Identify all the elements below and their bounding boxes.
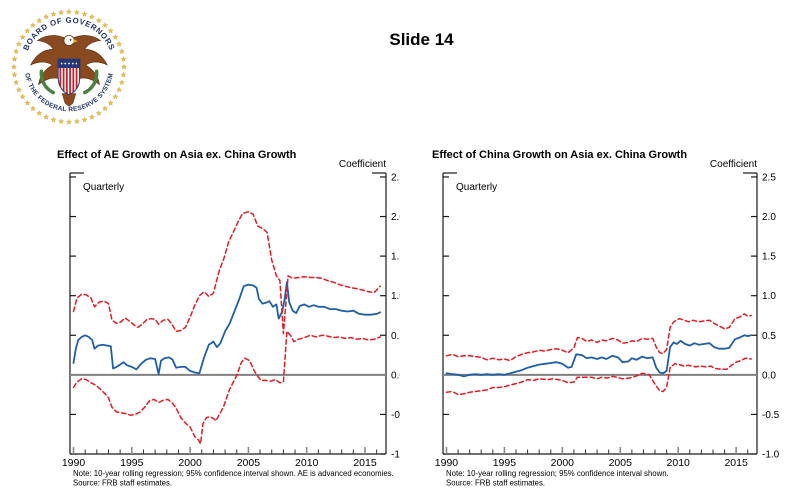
seal-star-icon [43,13,50,20]
note-text: Note: 10-year rolling regression; 95% co… [73,469,394,478]
seal-star-icon [11,63,17,70]
note-text: Note: 10-year rolling regression; 95% co… [446,469,669,478]
seal-star-icon [13,48,20,54]
seal-star-icon [66,118,72,125]
x-tick-label: 2015 [353,457,377,469]
seal-star-icon [118,48,125,54]
y-tick-label: 0.0 [762,370,776,381]
y-tick-label: 1.5 [391,252,400,263]
frequency-label: Quarterly [456,182,497,193]
seal-star-icon [24,27,31,34]
seal-star-icon [43,114,50,120]
x-tick-label: 1995 [120,457,144,469]
y-tick-label: 0.0 [391,370,400,381]
chart-china-growth-effect: Effect of China Growth on Asia ex. China… [432,149,780,488]
seal-star-icon [107,99,114,106]
y-axis-unit-label: Coefficient [339,159,386,170]
seal-star-icon [15,41,22,47]
series-ci-upper-line [72,211,381,335]
y-axis-unit-label: Coefficient [710,159,757,170]
x-tick-label: 2010 [295,457,319,469]
x-tick-label: 1995 [493,457,517,469]
slide-title: Slide 14 [389,30,454,49]
y-tick-label: -1.0 [762,450,780,461]
x-tick-label: 2000 [178,457,202,469]
source-text: Source: FRB staff estimates. [73,479,172,488]
series-ci-lower-line [72,330,381,445]
seal-star-icon [81,11,88,17]
seal-star-icon [30,105,36,112]
y-tick-label: -0.5 [391,410,400,421]
x-tick-label: 1990 [435,457,459,469]
seal-shield [57,58,81,96]
series-ci-upper-line [445,313,752,362]
series-coefficient-line [445,334,753,378]
chart-title: Effect of AE Growth on Asia ex. China Gr… [57,149,297,161]
y-tick-label: 2.5 [762,172,776,183]
federal-reserve-seal: BOARD OF GOVERNORS OF THE FEDERAL RESERV… [11,8,127,125]
seal-star-icon [112,93,119,100]
seal-star-icon [95,110,102,116]
y-tick-label: 1.0 [391,291,400,302]
seal-star-icon [15,86,22,93]
seal-star-icon [30,22,36,28]
seal-star-icon [50,116,57,123]
seal-star-icon [13,79,20,86]
series-coefficient-line [72,281,382,376]
x-tick-label: 2010 [667,457,691,469]
seal-star-icon [11,71,18,78]
seal-star-icon [11,56,18,62]
y-tick-label: -0.5 [762,410,780,421]
y-tick-label: 1.0 [762,291,776,302]
seal-star-icon [95,17,102,24]
seal-star-icon [19,34,26,40]
x-tick-label: 2015 [724,457,748,469]
seal-star-icon [36,17,43,24]
seal-eagle [29,34,109,107]
y-tick-label: 2.0 [762,212,776,223]
y-tick-label: -1.0 [391,450,400,461]
x-tick-label: 2000 [551,457,575,469]
y-tick-label: 1.5 [762,252,776,263]
seal-star-icon [36,110,43,116]
seal-star-icon [116,41,123,47]
seal-star-icon [73,118,80,124]
seal-star-icon [81,116,88,123]
chart-title: Effect of China Growth on Asia ex. China… [432,149,687,161]
x-tick-label: 2005 [237,457,261,469]
seal-star-icon [118,79,125,86]
seal-star-icon [120,56,127,62]
seal-star-icon [73,9,80,15]
seal-star-icon [50,11,57,17]
seal-star-icon [120,71,127,78]
y-tick-label: 2.5 [391,172,400,183]
seal-star-icon [121,63,127,70]
seal-branch-left [39,69,56,95]
source-text: Source: FRB staff estimates. [446,479,545,488]
y-tick-label: 0.5 [762,331,776,342]
y-tick-label: 2.0 [391,212,400,223]
seal-star-ring [11,8,127,125]
seal-star-icon [58,9,65,15]
seal-star-icon [116,86,123,93]
chart-ae-growth-effect: Effect of AE Growth on Asia ex. China Gr… [57,149,400,488]
x-tick-label: 1990 [62,457,86,469]
y-tick-label: 0.5 [391,331,400,342]
frequency-label: Quarterly [83,182,124,193]
series-ci-lower-line [445,357,752,396]
seal-star-icon [107,27,114,34]
x-tick-label: 2005 [609,457,633,469]
seal-branch-right [82,69,99,95]
seal-star-icon [102,105,108,112]
seal-star-icon [19,93,26,100]
seal-star-icon [88,13,95,20]
seal-star-icon [88,114,95,120]
seal-star-icon [58,118,65,124]
seal-star-icon [112,34,119,40]
seal-star-icon [24,99,31,106]
seal-star-icon [102,22,108,28]
seal-star-icon [66,8,72,15]
